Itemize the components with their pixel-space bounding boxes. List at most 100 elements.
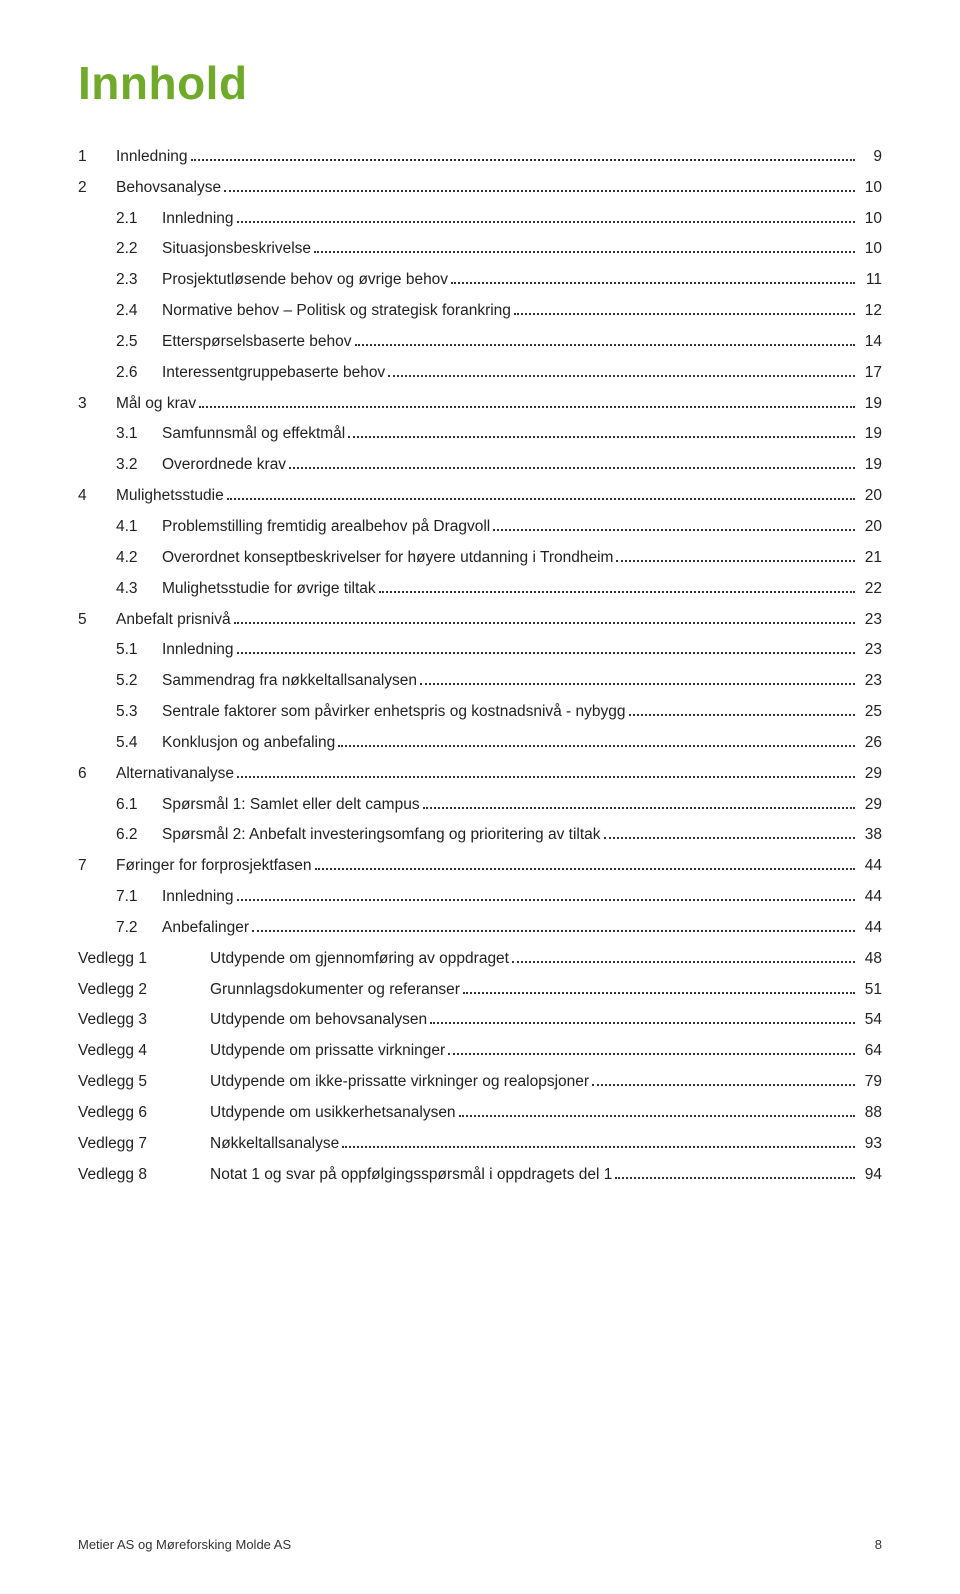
toc-row: 6.2Spørsmål 2: Anbefalt investeringsomfa… [78, 827, 882, 844]
toc-page-number: 10 [858, 211, 882, 227]
toc-row: 2.4Normative behov – Politisk og strateg… [78, 302, 882, 319]
toc-page-number: 11 [858, 272, 882, 288]
toc-section-number: 5.1 [78, 642, 162, 658]
toc-dot-leader [237, 642, 855, 655]
toc-row: 4.3Mulighetsstudie for øvrige tiltak 22 [78, 580, 882, 597]
toc-row: 5.4Konklusjon og anbefaling 26 [78, 734, 882, 751]
toc-dot-leader [451, 271, 855, 284]
toc-page-number: 44 [858, 920, 882, 936]
toc-dot-leader [420, 672, 855, 685]
document-page: Innhold 1Innledning 92Behovsanalyse 102.… [0, 0, 960, 1594]
toc-section-number: 5.3 [78, 704, 162, 720]
toc-row: 3.1Samfunnsmål og effektmål 19 [78, 426, 882, 443]
toc-section-number: 5.4 [78, 735, 162, 751]
toc-vedlegg-number: Vedlegg 5 [78, 1074, 210, 1090]
toc-entry-label: Grunnlagsdokumenter og referanser [210, 982, 460, 998]
toc-section-number: 6 [78, 766, 116, 782]
toc-section-number: 7.1 [78, 889, 162, 905]
toc-entry-label: Innledning [162, 211, 234, 227]
toc-section-number: 3 [78, 396, 116, 412]
toc-page-number: 23 [858, 673, 882, 689]
toc-vedlegg-label: Vedlegg 5 [78, 1074, 210, 1090]
toc-row: 2.5Etterspørselsbaserte behov 14 [78, 333, 882, 350]
toc-vedlegg-number: Vedlegg 4 [78, 1043, 210, 1059]
toc-row: 2.3Prosjektutløsende behov og øvrige beh… [78, 271, 882, 288]
toc-row: 3.2Overordnede krav 19 [78, 456, 882, 473]
toc-dot-leader [514, 302, 855, 315]
toc-entry-label: Interessentgruppebaserte behov [162, 365, 385, 381]
toc-row: 2.2Situasjonsbeskrivelse 10 [78, 241, 882, 258]
toc-vedlegg-label: Vedlegg 1 [78, 951, 210, 967]
toc-dot-leader [512, 950, 855, 963]
toc-page-number: 10 [858, 180, 882, 196]
toc-section-number: 4 [78, 488, 116, 504]
toc-page-number: 19 [858, 457, 882, 473]
toc-section-number: 2.5 [78, 334, 162, 350]
toc-section-number: 2.2 [78, 241, 162, 257]
toc-entry-label: Normative behov – Politisk og strategisk… [162, 303, 511, 319]
toc-dot-leader [199, 395, 855, 408]
toc-dot-leader [342, 1135, 855, 1148]
toc-page-number: 38 [858, 827, 882, 843]
toc-entry-label: Alternativanalyse [116, 766, 234, 782]
toc-vedlegg-number: Vedlegg 3 [78, 1012, 210, 1028]
toc-page-number: 20 [858, 519, 882, 535]
toc-row: 7Føringer for forprosjektfasen 44 [78, 857, 882, 874]
toc-section-number: 2 [78, 180, 116, 196]
toc-page-number: 48 [858, 951, 882, 967]
toc-section-number: 1 [78, 149, 116, 165]
toc-dot-leader [388, 364, 855, 377]
toc-dot-leader [315, 857, 855, 870]
toc-entry-label: Overordnet konseptbeskrivelser for høyer… [162, 550, 613, 566]
toc-row: 2Behovsanalyse 10 [78, 179, 882, 196]
toc-row: Vedlegg 2Grunnlagsdokumenter og referans… [78, 981, 882, 998]
toc-entry-label: Utdypende om prissatte virkninger [210, 1043, 445, 1059]
toc-row: Vedlegg 1Utdypende om gjennomføring av o… [78, 950, 882, 967]
toc-entry-label: Innledning [162, 889, 234, 905]
toc-vedlegg-number: Vedlegg 2 [78, 982, 210, 998]
toc-row: Vedlegg 4Utdypende om prissatte virkning… [78, 1042, 882, 1059]
toc-dot-leader [463, 981, 855, 994]
toc-vedlegg-number: Vedlegg 1 [78, 951, 210, 967]
toc-dot-leader [615, 1166, 855, 1179]
toc-entry-label: Føringer for forprosjektfasen [116, 858, 312, 874]
toc-row: 5.2Sammendrag fra nøkkeltallsanalysen 23 [78, 672, 882, 689]
page-title: Innhold [78, 56, 882, 110]
toc-page-number: 20 [858, 488, 882, 504]
toc-row: 4.1Problemstilling fremtidig arealbehov … [78, 518, 882, 535]
toc-vedlegg-label: Vedlegg 8 [78, 1167, 210, 1183]
toc-page-number: 10 [858, 241, 882, 257]
toc-section-number: 7.2 [78, 920, 162, 936]
toc-section-number: 5.2 [78, 673, 162, 689]
toc-entry-label: Utdypende om behovsanalysen [210, 1012, 427, 1028]
toc-page-number: 19 [858, 396, 882, 412]
toc-row: 2.1Innledning 10 [78, 210, 882, 227]
toc-section-number: 6.2 [78, 827, 162, 843]
toc-dot-leader [592, 1073, 855, 1086]
toc-dot-leader [234, 611, 855, 624]
toc-dot-leader [423, 796, 855, 809]
toc-page-number: 21 [858, 550, 882, 566]
toc-page-number: 51 [858, 982, 882, 998]
toc-dot-leader [430, 1012, 855, 1025]
toc-dot-leader [604, 827, 855, 840]
toc-entry-label: Mulighetsstudie for øvrige tiltak [162, 581, 376, 597]
toc-row: Vedlegg 7Nøkkeltallsanalyse 93 [78, 1135, 882, 1152]
toc-page-number: 23 [858, 642, 882, 658]
toc-row: Vedlegg 6Utdypende om usikkerhetsanalyse… [78, 1104, 882, 1121]
toc-dot-leader [314, 241, 855, 254]
toc-row: 5.3Sentrale faktorer som påvirker enhets… [78, 703, 882, 720]
toc-page-number: 25 [858, 704, 882, 720]
toc-dot-leader [252, 919, 855, 932]
toc-section-number: 2.4 [78, 303, 162, 319]
toc-section-number: 7 [78, 858, 116, 874]
toc-entry-label: Spørsmål 1: Samlet eller delt campus [162, 797, 420, 813]
toc-dot-leader [289, 456, 855, 469]
toc-section-number: 2.1 [78, 211, 162, 227]
toc-entry-label: Problemstilling fremtidig arealbehov på … [162, 519, 490, 535]
toc-entry-label: Anbefalinger [162, 920, 249, 936]
toc-row: 6.1Spørsmål 1: Samlet eller delt campus … [78, 796, 882, 813]
toc-section-number: 5 [78, 612, 116, 628]
toc-section-number: 3.1 [78, 426, 162, 442]
toc-row: 2.6Interessentgruppebaserte behov 17 [78, 364, 882, 381]
